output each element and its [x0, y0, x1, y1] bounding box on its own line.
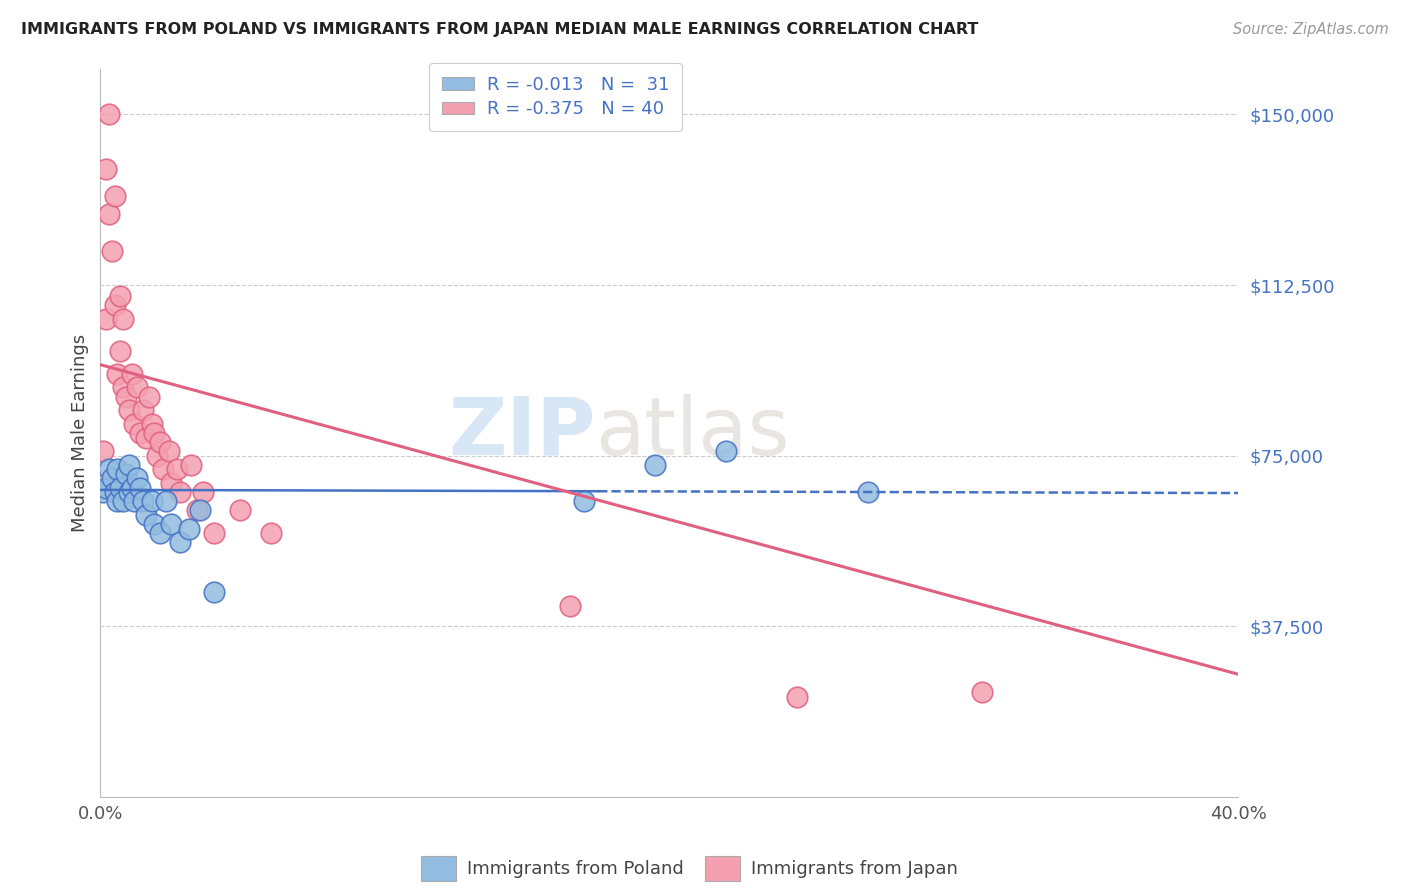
- Point: [714, 444, 737, 458]
- Point: [112, 494, 135, 508]
- Point: [110, 481, 132, 495]
- Point: [160, 516, 183, 531]
- Point: [124, 417, 146, 431]
- Point: [124, 494, 146, 508]
- Point: [129, 425, 152, 440]
- Point: [115, 390, 138, 404]
- Point: [94, 161, 117, 176]
- Point: [135, 508, 157, 522]
- Point: [572, 494, 595, 508]
- Point: [112, 380, 135, 394]
- Point: [644, 458, 666, 472]
- Point: [149, 435, 172, 450]
- Point: [260, 526, 283, 541]
- Point: [100, 471, 122, 485]
- Point: [149, 526, 172, 541]
- Point: [180, 458, 202, 472]
- Point: [107, 494, 129, 508]
- Text: Immigrants from Japan: Immigrants from Japan: [751, 860, 959, 878]
- Point: [100, 244, 122, 258]
- Point: [152, 462, 174, 476]
- Point: [103, 189, 125, 203]
- Point: [91, 485, 114, 500]
- Point: [160, 476, 183, 491]
- Point: [127, 471, 149, 485]
- Point: [138, 390, 160, 404]
- Point: [94, 312, 117, 326]
- Point: [202, 585, 225, 599]
- Point: [858, 485, 880, 500]
- Text: Source: ZipAtlas.com: Source: ZipAtlas.com: [1233, 22, 1389, 37]
- Point: [191, 485, 214, 500]
- Point: [143, 425, 166, 440]
- Point: [169, 485, 191, 500]
- Point: [118, 403, 141, 417]
- Point: [112, 312, 135, 326]
- Point: [97, 207, 120, 221]
- Point: [132, 403, 155, 417]
- Point: [157, 444, 180, 458]
- Point: [166, 462, 188, 476]
- Point: [91, 444, 114, 458]
- Point: [132, 494, 155, 508]
- Point: [141, 494, 163, 508]
- Point: [135, 430, 157, 444]
- Text: IMMIGRANTS FROM POLAND VS IMMIGRANTS FROM JAPAN MEDIAN MALE EARNINGS CORRELATION: IMMIGRANTS FROM POLAND VS IMMIGRANTS FRO…: [21, 22, 979, 37]
- Point: [121, 367, 143, 381]
- Point: [202, 526, 225, 541]
- Point: [141, 417, 163, 431]
- Point: [786, 690, 808, 704]
- Point: [177, 522, 200, 536]
- Point: [103, 485, 125, 500]
- Point: [972, 685, 994, 699]
- Point: [118, 485, 141, 500]
- Legend: R = -0.013   N =  31, R = -0.375   N = 40: R = -0.013 N = 31, R = -0.375 N = 40: [429, 63, 682, 131]
- Point: [107, 462, 129, 476]
- Point: [186, 503, 208, 517]
- Point: [103, 298, 125, 312]
- Text: Immigrants from Poland: Immigrants from Poland: [467, 860, 683, 878]
- Point: [155, 494, 177, 508]
- Point: [110, 344, 132, 359]
- Point: [169, 535, 191, 549]
- Point: [129, 481, 152, 495]
- Point: [143, 516, 166, 531]
- Point: [121, 481, 143, 495]
- Point: [229, 503, 252, 517]
- Text: ZIP: ZIP: [449, 394, 595, 472]
- Point: [188, 503, 211, 517]
- Y-axis label: Median Male Earnings: Median Male Earnings: [72, 334, 89, 532]
- Point: [118, 458, 141, 472]
- Point: [558, 599, 581, 613]
- Point: [110, 289, 132, 303]
- Point: [115, 467, 138, 481]
- Point: [107, 367, 129, 381]
- Point: [97, 462, 120, 476]
- Point: [94, 481, 117, 495]
- Point: [146, 449, 169, 463]
- Point: [97, 107, 120, 121]
- Text: atlas: atlas: [595, 394, 790, 472]
- Point: [127, 380, 149, 394]
